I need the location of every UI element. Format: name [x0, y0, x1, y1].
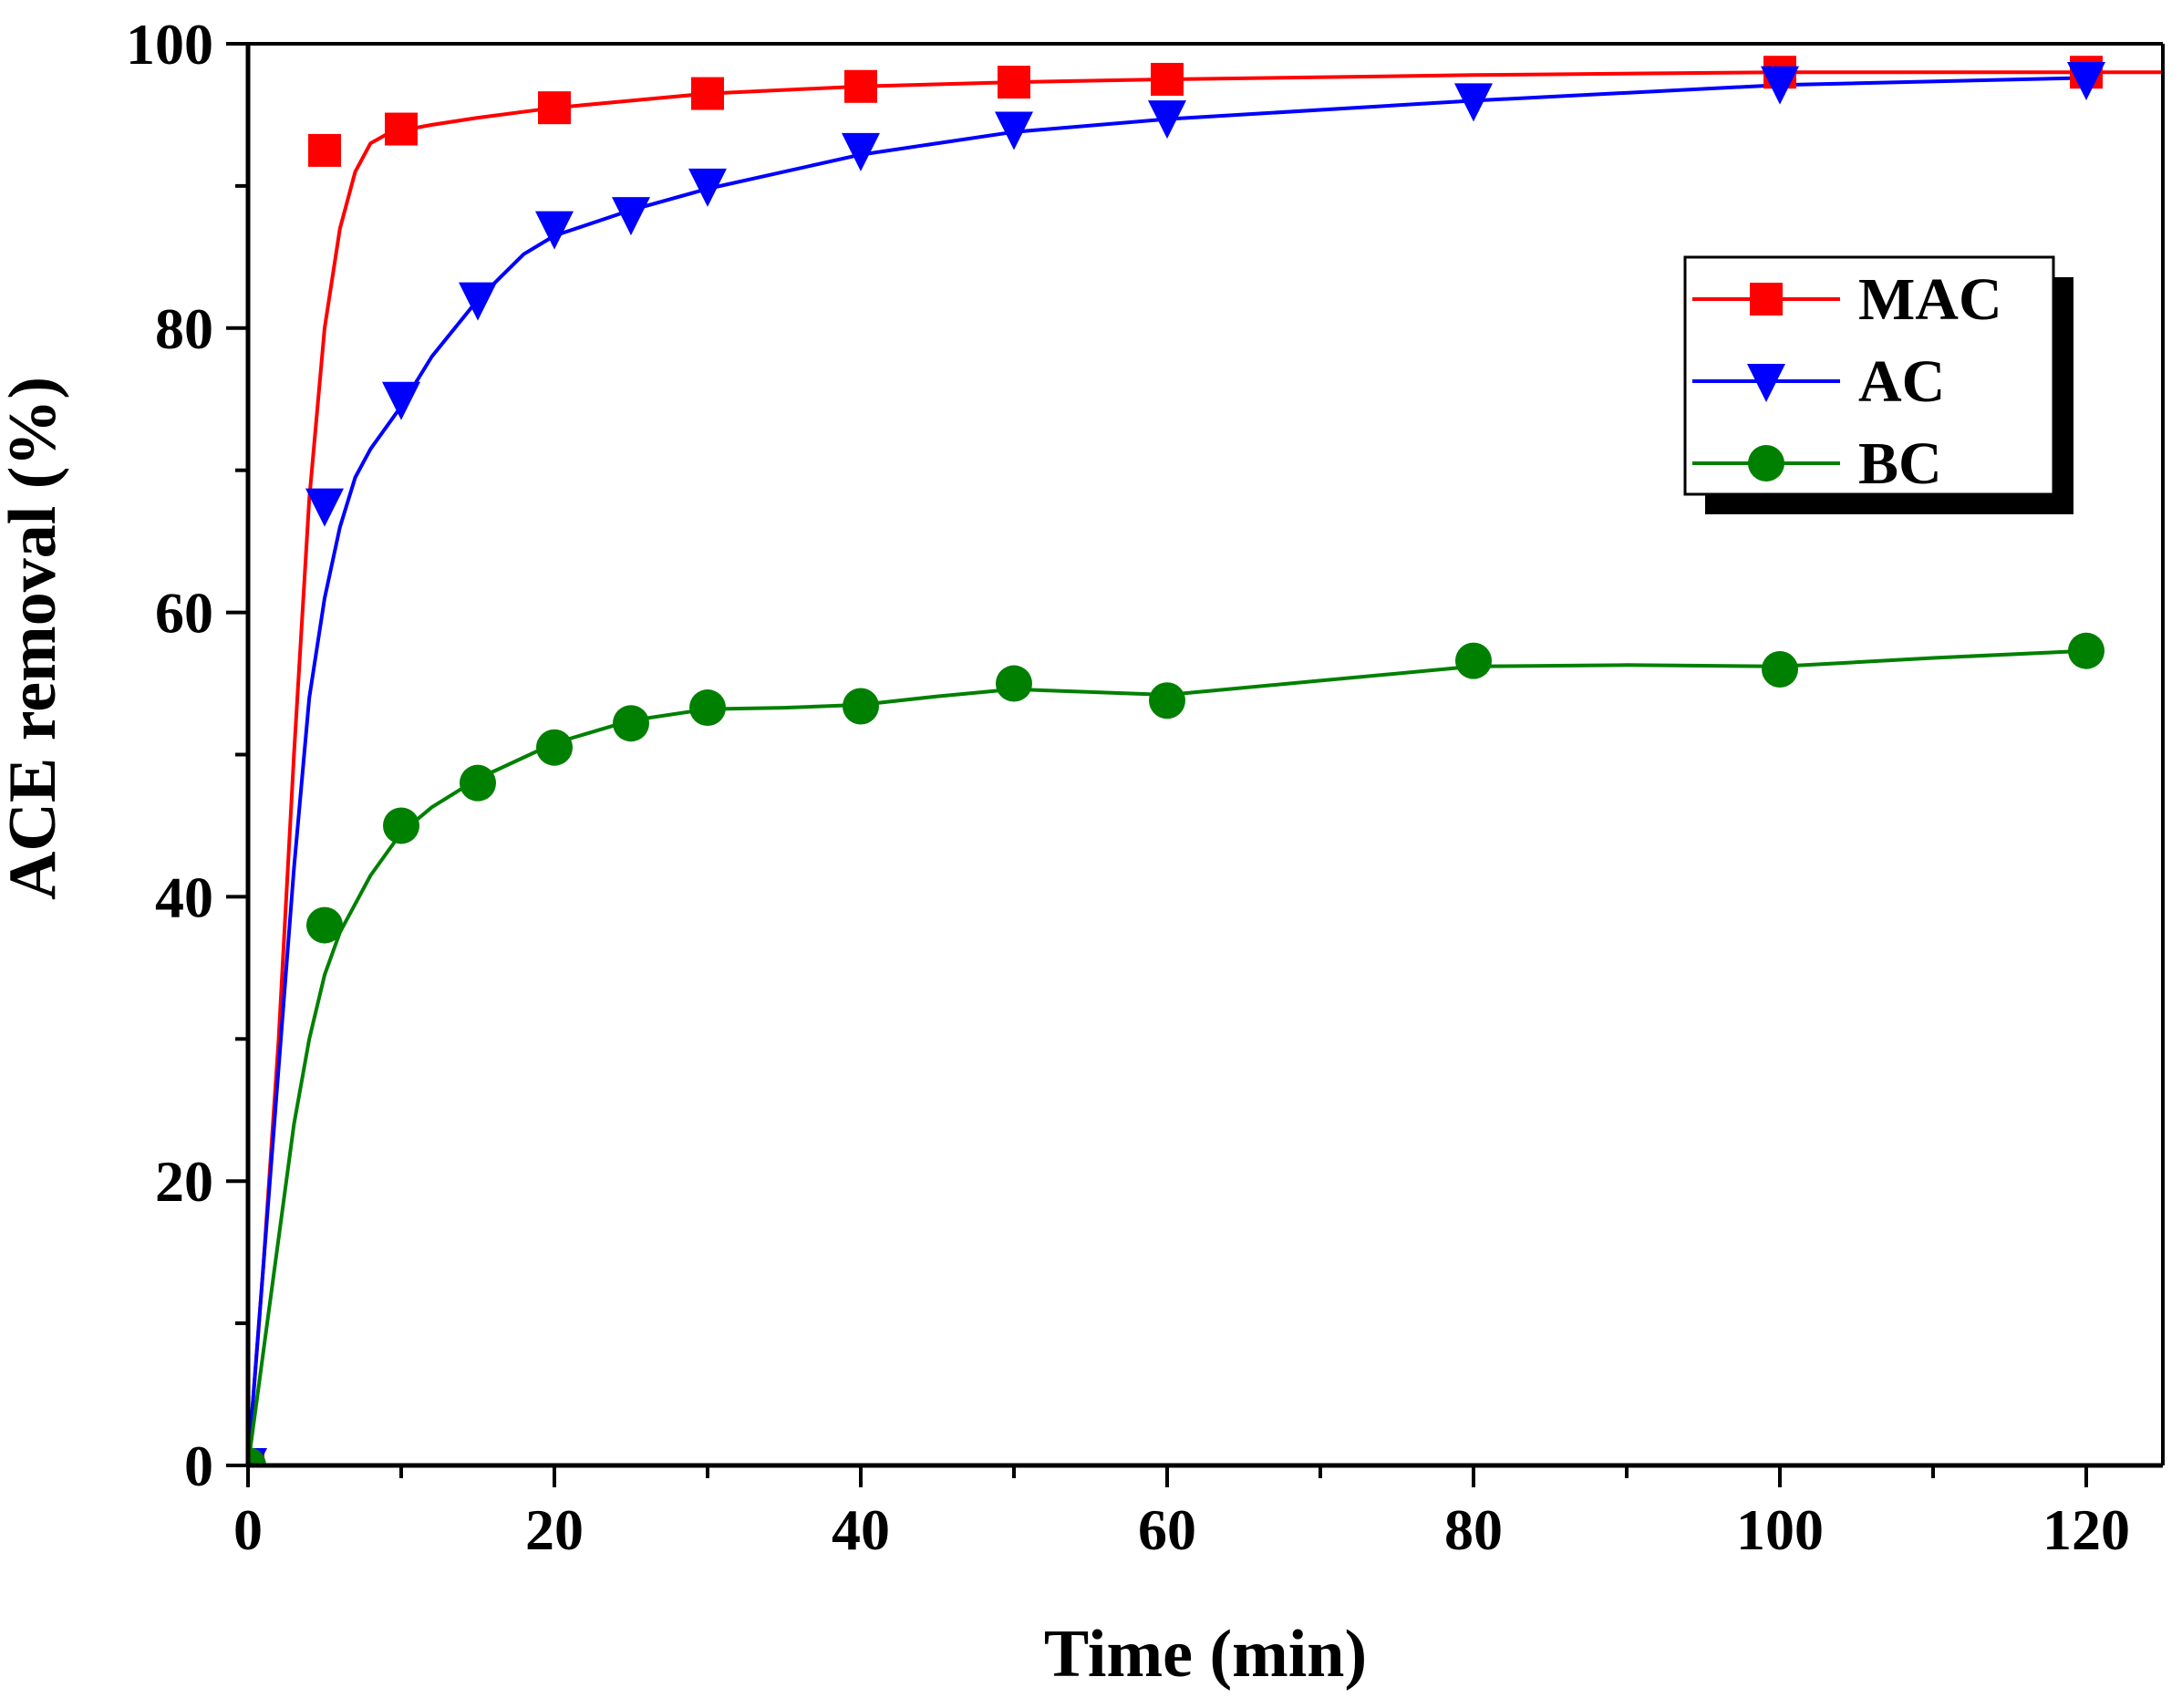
x-tick-label-100: 100 — [1736, 1497, 1824, 1562]
y-tick-label-0: 0 — [184, 1434, 213, 1498]
data-point-mac-2 — [385, 112, 418, 146]
data-point-ac-11 — [1761, 66, 1799, 105]
data-point-bc-12 — [2068, 632, 2104, 669]
data-point-bc-0 — [248, 1447, 266, 1465]
x-tick-label-80: 80 — [1444, 1497, 1503, 1562]
y-axis-title: ACE removal (%) — [0, 377, 70, 900]
legend-label-ac: AC — [1858, 348, 1945, 415]
legend-box — [1683, 255, 2055, 496]
data-point-bc-11 — [1762, 650, 1798, 688]
data-point-bc-6 — [689, 689, 726, 727]
data-point-bc-9 — [1149, 682, 1185, 719]
data-point-ac-3 — [459, 282, 497, 321]
axes: 0 20 40 60 80 100 120 0 20 40 60 80 100 — [126, 12, 2165, 1562]
legend-marker-bc — [1748, 445, 1784, 481]
y-tick-label-20: 20 — [155, 1149, 213, 1214]
data-point-mac-6 — [998, 66, 1030, 99]
data-point-mac-7 — [1151, 62, 1184, 96]
x-tick-label-60: 60 — [1138, 1497, 1196, 1562]
data-point-ac-2 — [382, 381, 420, 420]
series-line-mac — [248, 70, 2163, 1465]
data-point-bc-7 — [843, 688, 879, 725]
x-axis-title: Time (min) — [1044, 1617, 1367, 1692]
data-point-ac-9 — [1148, 100, 1186, 140]
x-tick-label-120: 120 — [2042, 1497, 2130, 1562]
legend-marker-mac — [1750, 283, 1783, 316]
legend-marker-ac — [1747, 364, 1785, 402]
legend-label-mac: MAC — [1858, 266, 2002, 333]
legend-label-bc: BC — [1858, 430, 1942, 497]
data-point-ac-10 — [1454, 83, 1493, 122]
data-point-ac-6 — [688, 168, 727, 207]
series-line-ac — [248, 76, 2087, 1465]
legend: MAC AC BC — [1683, 255, 2073, 514]
data-point-mac-4 — [691, 77, 724, 110]
data-point-bc-4 — [536, 729, 573, 766]
x-tick-label-0: 0 — [233, 1497, 263, 1562]
data-point-bc-10 — [1455, 642, 1492, 679]
data-point-ac-8 — [995, 111, 1033, 150]
y-tick-label-80: 80 — [155, 296, 213, 361]
data-point-ac-1 — [305, 488, 344, 527]
data-point-mac-5 — [844, 69, 877, 103]
data-point-ac-7 — [842, 132, 880, 171]
data-point-bc-5 — [613, 705, 649, 742]
x-tick-label-20: 20 — [525, 1497, 584, 1562]
data-point-bc-3 — [460, 764, 496, 802]
data-point-ac-5 — [612, 197, 650, 236]
data-point-ac-4 — [535, 211, 574, 250]
data-point-bc-1 — [306, 906, 343, 944]
data-point-mac-1 — [308, 133, 341, 167]
data-point-bc-8 — [996, 665, 1032, 702]
y-tick-label-40: 40 — [155, 864, 213, 929]
series-line-bc — [248, 648, 2087, 1465]
data-point-ac-12 — [2067, 61, 2105, 100]
data-point-bc-2 — [383, 807, 419, 844]
plot-area — [248, 56, 2163, 1465]
data-point-mac-3 — [538, 91, 571, 125]
y-tick-label-60: 60 — [155, 581, 213, 646]
x-tick-label-40: 40 — [832, 1497, 890, 1562]
y-tick-label-100: 100 — [126, 12, 213, 77]
